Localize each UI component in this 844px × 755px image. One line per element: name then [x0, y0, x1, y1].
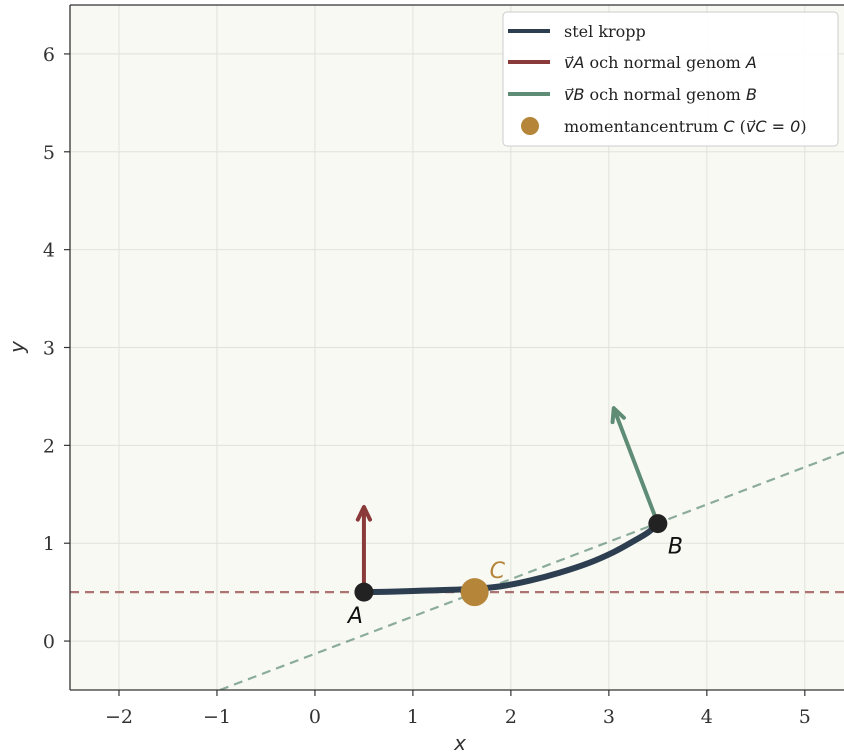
velocity-arrow-b-head [610, 406, 626, 425]
legend-text-part: v⃗C = 0 [746, 117, 800, 136]
x-axis-label: x [453, 731, 466, 755]
point-a-marker [354, 582, 374, 602]
x-tick-label: 0 [309, 706, 321, 728]
legend-label-c: momentancentrum C (v⃗C = 0) [564, 117, 807, 136]
legend-text-part: ( [735, 117, 746, 136]
ticks: −2 −1 0 1 2 3 4 5 0 1 2 3 4 5 6 [43, 44, 811, 728]
x-tick-label: 5 [799, 706, 811, 728]
legend-text-part: momentancentrum [564, 117, 723, 136]
y-tick-label: 6 [43, 44, 55, 66]
point-a-label: A [346, 604, 363, 629]
legend-text-part: v⃗B [564, 85, 584, 104]
legend-label-vb: v⃗B och normal genom B [564, 85, 757, 104]
x-tick-label: 2 [505, 706, 517, 728]
rigid-body-curve [360, 520, 661, 596]
y-axis-label: y [5, 340, 29, 354]
velocity-arrow-a-head [355, 505, 373, 522]
y-tick-label: 1 [43, 533, 55, 555]
legend-text-part: v⃗A [564, 53, 584, 72]
legend-text-part: och normal genom [584, 85, 745, 104]
point-c-label: C [490, 559, 506, 584]
normal-line-b [219, 451, 844, 690]
legend-text-part: och normal genom [584, 53, 745, 72]
x-tick-label: −2 [105, 706, 133, 728]
legend-text-part: ) [800, 117, 806, 136]
legend-label-va: v⃗A och normal genom A [564, 53, 757, 72]
y-tick-label: 0 [43, 631, 55, 653]
legend-text-part: B [746, 85, 757, 104]
x-tick-label: 3 [603, 706, 615, 728]
legend-box [502, 11, 839, 147]
point-b-label: B [668, 535, 683, 560]
y-tick-label: 2 [43, 435, 55, 457]
y-tick-label: 5 [43, 142, 55, 164]
point-c-marker [460, 578, 489, 607]
x-tick-label: −1 [203, 706, 231, 728]
x-tick-label: 1 [407, 706, 419, 728]
y-tick-label: 3 [43, 338, 55, 360]
x-tick-label: 4 [701, 706, 713, 728]
legend-marker-c [521, 117, 539, 135]
point-b-marker [648, 514, 668, 534]
legend-text-part: A [745, 53, 757, 72]
legend-text-part: stel kropp [564, 22, 646, 41]
series-layer: A B C [70, 406, 844, 690]
legend-text-part: C [723, 117, 735, 136]
velocity-arrow-b-shaft [613, 409, 660, 526]
legend-label-body: stel kropp [564, 22, 646, 41]
y-tick-label: 4 [43, 240, 55, 262]
